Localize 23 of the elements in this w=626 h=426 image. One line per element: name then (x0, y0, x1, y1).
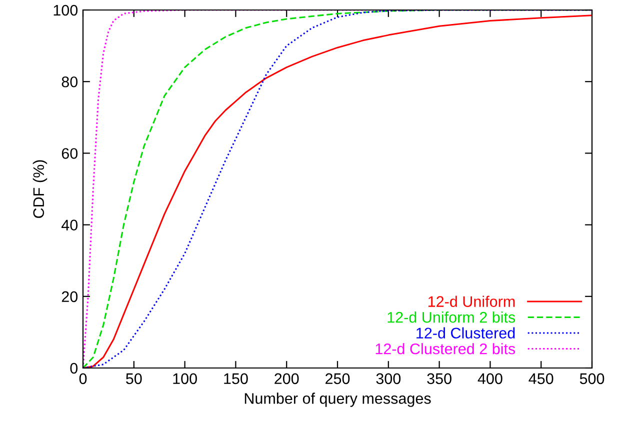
x-axis-title: Number of query messages (244, 392, 431, 407)
x-tick-label: 350 (427, 373, 452, 384)
x-tick-label: 500 (580, 373, 604, 384)
y-tick-label: 100 (54, 4, 78, 16)
x-tick-label: 250 (326, 373, 350, 384)
legend-label: 12-d Uniform (428, 296, 515, 307)
x-tick-label: 150 (224, 373, 248, 384)
x-tick-label: 50 (126, 373, 142, 384)
legend-label: 12-d Uniform 2 bits (388, 312, 516, 323)
y-tick-label: 20 (62, 291, 78, 302)
x-tick-label: 300 (376, 373, 401, 384)
x-tick-label: 200 (274, 373, 299, 384)
y-tick-label: 0 (70, 362, 78, 374)
y-tick-label: 80 (62, 76, 78, 88)
y-tick-label: 60 (62, 148, 78, 159)
x-tick-label: 450 (528, 373, 554, 384)
legend-label: 12-d Clustered (416, 327, 515, 339)
legend-label: 12-d Clustered 2 bits (376, 343, 516, 354)
y-axis-title: CDF (%) (32, 160, 48, 218)
y-tick-label: 40 (62, 220, 78, 230)
x-tick-label: 0 (79, 373, 87, 384)
x-tick-label: 100 (173, 373, 197, 384)
x-tick-label: 400 (478, 373, 502, 384)
